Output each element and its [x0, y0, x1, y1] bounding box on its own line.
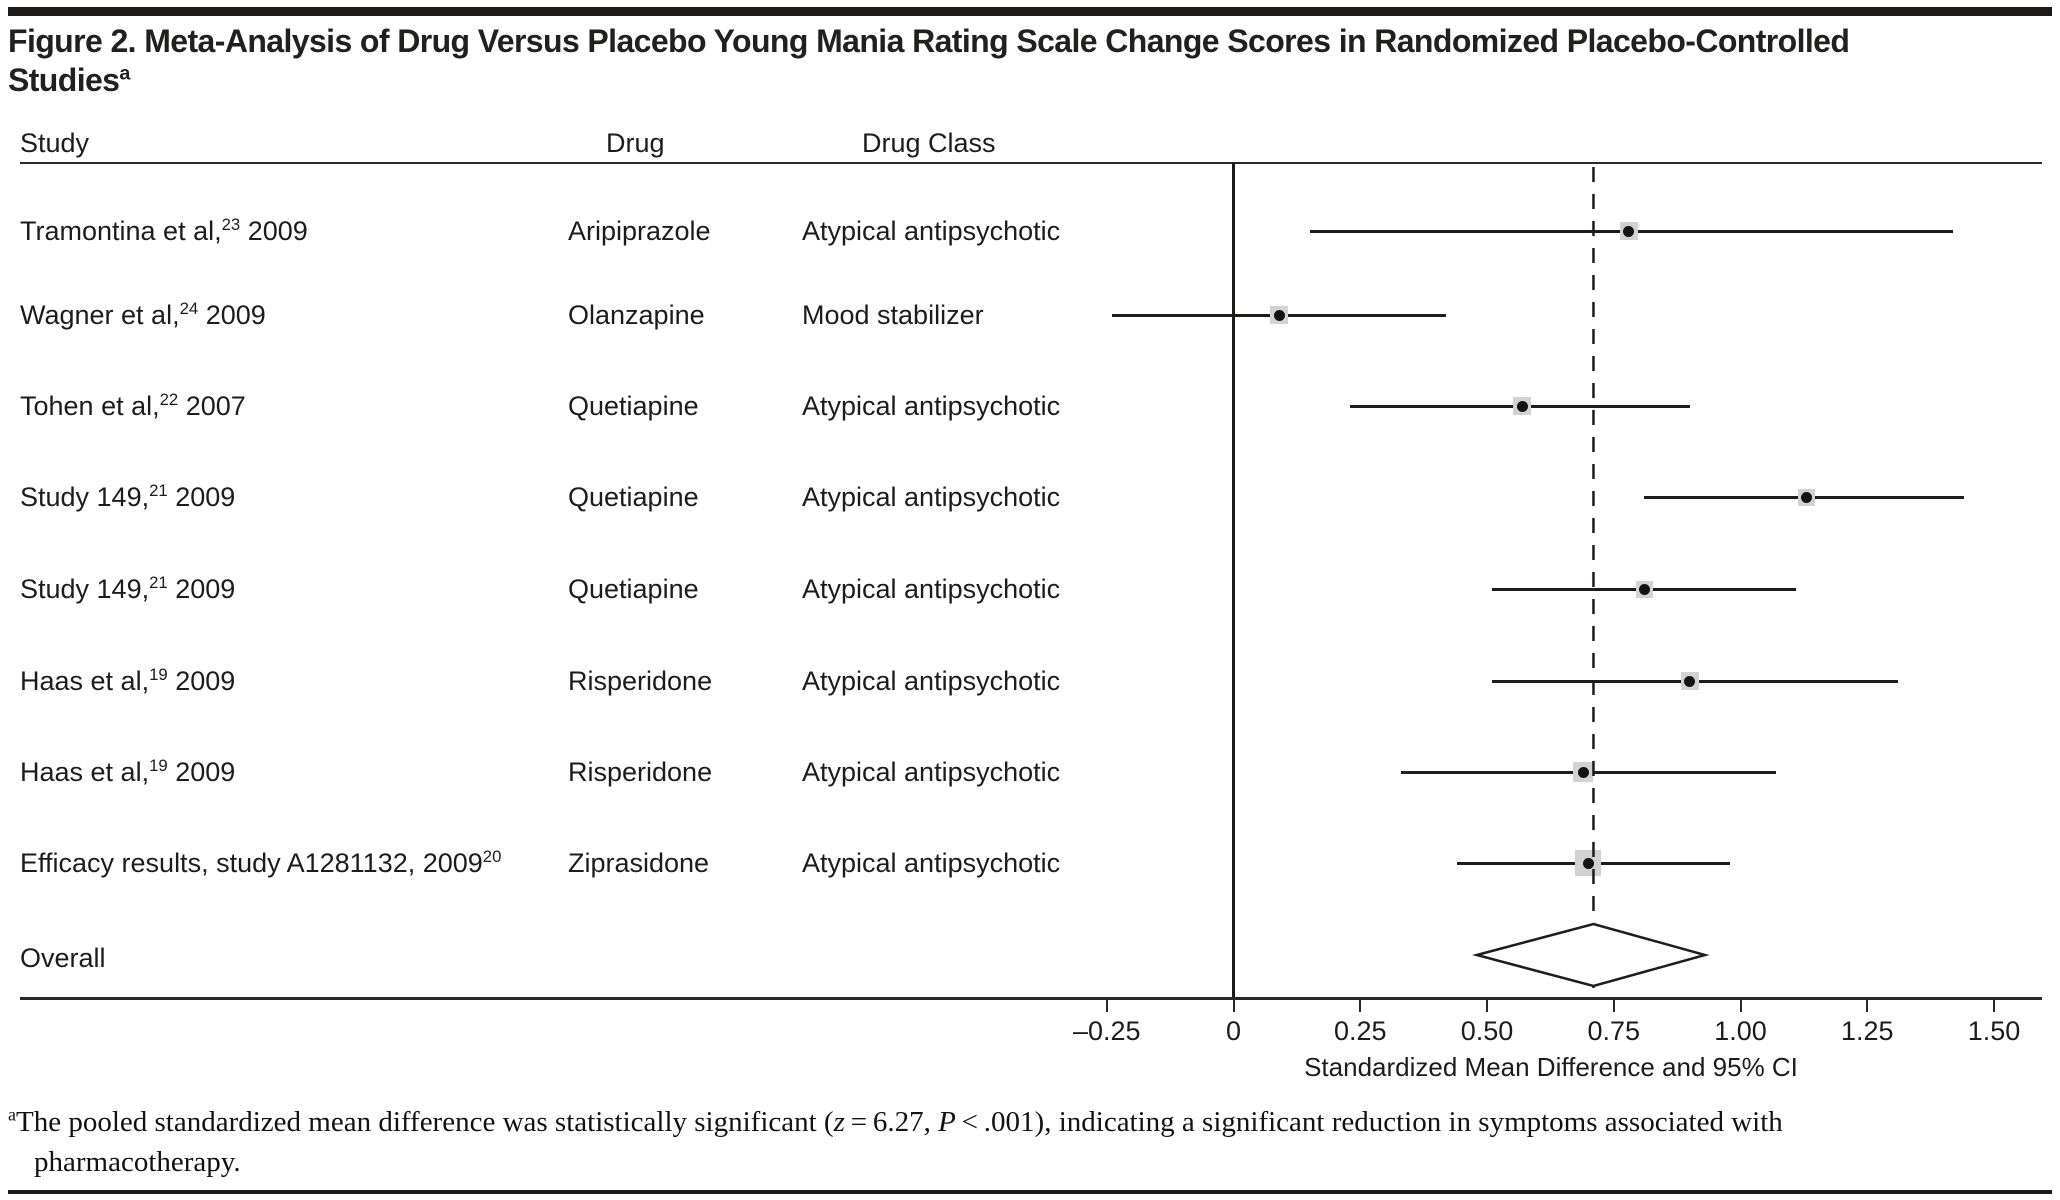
point-estimate-dot: [1800, 491, 1812, 503]
study-year-text: 2009: [198, 300, 266, 330]
axis-tick-label: –0.25: [1072, 1016, 1141, 1046]
reference-superscript: 21: [149, 481, 168, 500]
study-text: Study 149,: [20, 482, 150, 512]
footnote-text: = 6.27,: [844, 1106, 939, 1138]
study-cell: Study 149,21 2009: [20, 572, 235, 606]
study-cell: Haas et al,19 2009: [20, 755, 235, 789]
reference-superscript: 20: [482, 847, 502, 866]
drug-cell: Ziprasidone: [568, 848, 710, 878]
drug-class-cell: Atypical antipsychotic: [802, 848, 1061, 878]
study-cell: Tohen et al,22 2007: [20, 389, 246, 423]
study-year-text: 2009: [240, 216, 308, 246]
axis-tick: [1486, 999, 1488, 1012]
axis-tick-label: 1.25: [1840, 1016, 1894, 1046]
study-year-text: 2009: [167, 757, 236, 787]
reference-superscript: 24: [179, 299, 199, 318]
zero-reference-line: [1232, 163, 1235, 999]
axis-tick-label: 0.75: [1587, 1016, 1641, 1046]
figure-title-line2: Studies: [8, 62, 120, 98]
x-axis-label: Standardized Mean Difference and 95% CI: [1304, 1052, 1798, 1082]
top-rule-bar: [8, 7, 2052, 16]
figure-title: Figure 2. Meta-Analysis of Drug Versus P…: [8, 22, 2052, 100]
study-text: Study 149,: [20, 574, 150, 604]
overall-diamond: [1471, 922, 1710, 988]
reference-superscript: 19: [149, 756, 168, 775]
drug-class-cell: Atypical antipsychotic: [802, 574, 1061, 604]
reference-superscript: 19: [149, 665, 168, 684]
point-estimate-dot: [1273, 309, 1285, 321]
study-text: Haas et al,: [20, 757, 150, 787]
drug-class-cell: Atypical antipsychotic: [802, 666, 1061, 696]
footnote-line1: aThe pooled standardized mean difference…: [8, 1104, 1783, 1140]
reference-superscript: 23: [221, 215, 241, 234]
axis-tick: [1105, 999, 1108, 1012]
study-cell: Haas et al,19 2009: [20, 664, 235, 698]
axis-tick-label: 0.50: [1460, 1016, 1514, 1046]
column-header-drug-class: Drug Class: [862, 128, 996, 158]
drug-class-cell: Atypical antipsychotic: [802, 757, 1061, 787]
drug-class-cell: Mood stabilizer: [802, 300, 984, 330]
drug-cell: Quetiapine: [568, 482, 699, 512]
axis-tick-label: 0: [1225, 1016, 1242, 1046]
study-text: Tramontina et al,: [20, 216, 222, 246]
drug-cell: Risperidone: [568, 757, 713, 787]
study-year-text: 2007: [178, 391, 246, 421]
p-value: P: [938, 1106, 956, 1138]
study-year-text: 2009: [167, 574, 236, 604]
study-cell: Study 149,21 2009: [20, 480, 235, 514]
study-cell: Wagner et al,24 2009: [20, 298, 266, 332]
study-text: Wagner et al,: [20, 300, 180, 330]
footnote-text: < .001), indicating a significant reduct…: [955, 1106, 1783, 1138]
column-header-drug: Drug: [606, 128, 665, 158]
point-estimate-dot: [1577, 766, 1589, 778]
reference-superscript: 21: [149, 573, 168, 592]
study-text: Haas et al,: [20, 666, 150, 696]
axis-tick: [1739, 999, 1742, 1012]
bottom-rule-bar: [8, 1190, 2052, 1194]
reference-superscript: 22: [159, 390, 179, 409]
drug-class-cell: Atypical antipsychotic: [802, 482, 1061, 512]
point-estimate-dot: [1516, 400, 1528, 412]
header-divider-line: [20, 162, 2042, 164]
figure-title-line1: Figure 2. Meta-Analysis of Drug Versus P…: [8, 23, 1850, 59]
axis-tick: [1612, 999, 1615, 1012]
study-cell: Efficacy results, study A1281132, 200920: [20, 846, 501, 880]
point-estimate-dot: [1623, 225, 1635, 237]
drug-cell: Aripiprazole: [568, 216, 711, 246]
axis-tick: [1359, 999, 1362, 1012]
z-statistic: z: [833, 1106, 845, 1138]
axis-tick: [1866, 999, 1869, 1012]
study-text: Efficacy results, study A1281132, 2009: [20, 848, 483, 878]
drug-cell: Quetiapine: [568, 574, 699, 604]
overall-label: Overall: [20, 943, 106, 973]
point-estimate-dot: [1582, 857, 1594, 869]
x-axis-line: [20, 997, 2042, 1000]
study-year-text: 2009: [167, 482, 236, 512]
axis-tick-label: 1.50: [1967, 1016, 2021, 1046]
title-footnote-mark: a: [119, 62, 130, 85]
column-header-study: Study: [20, 128, 90, 158]
footnote-line2: pharmacotherapy.: [34, 1146, 241, 1178]
axis-tick: [1993, 999, 1995, 1012]
drug-class-cell: Atypical antipsychotic: [802, 391, 1061, 421]
point-estimate-dot: [1684, 675, 1696, 687]
drug-cell: Quetiapine: [568, 391, 699, 421]
axis-tick-label: 1.00: [1714, 1016, 1767, 1046]
study-year-text: 2009: [167, 666, 236, 696]
drug-cell: Risperidone: [568, 666, 713, 696]
axis-tick: [1232, 999, 1235, 1012]
point-estimate-dot: [1638, 583, 1650, 595]
footnote-text: The pooled standardized mean difference …: [15, 1106, 834, 1138]
study-text: Tohen et al,: [20, 391, 160, 421]
drug-cell: Olanzapine: [568, 300, 705, 330]
study-cell: Tramontina et al,23 2009: [20, 214, 308, 248]
axis-tick-label: 0.25: [1333, 1016, 1387, 1046]
drug-class-cell: Atypical antipsychotic: [802, 216, 1061, 246]
footnote-mark: a: [8, 1104, 16, 1125]
